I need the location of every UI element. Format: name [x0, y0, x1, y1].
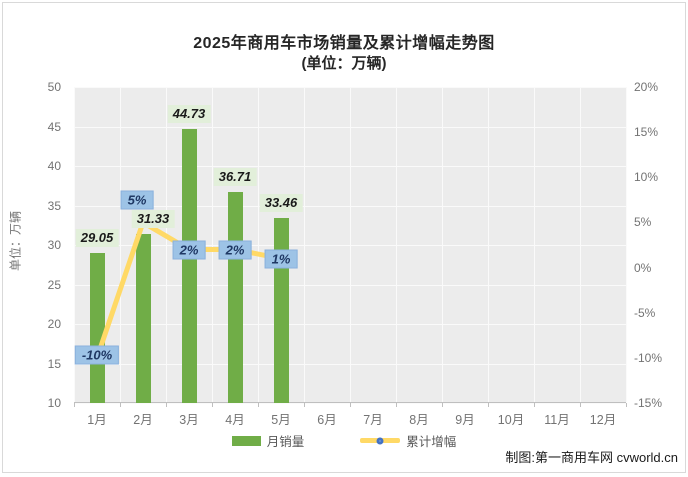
left-axis-tick: 10: [47, 396, 61, 410]
axis-tick: [534, 403, 535, 407]
x-axis-label: 9月: [455, 413, 475, 427]
bar-swatch-icon: [231, 435, 261, 446]
x-axis-label: 12月: [589, 413, 617, 427]
gridline: [580, 87, 581, 402]
axis-tick: [258, 403, 259, 407]
axis-tick: [350, 403, 351, 407]
gridline: [166, 87, 167, 402]
gridline: [488, 87, 489, 402]
x-axis-label: 10月: [497, 413, 525, 427]
gridline: [534, 87, 535, 402]
left-axis-tick: 40: [47, 159, 61, 173]
right-axis-tick: 0%: [634, 260, 652, 275]
axis-tick: [120, 403, 121, 407]
x-axis-label: 2月: [133, 413, 153, 427]
pct-label: 5%: [120, 190, 154, 210]
bar-value-label: 36.71: [213, 167, 257, 186]
bar-value-label: 44.73: [167, 104, 211, 123]
legend: 月销量 累计增幅: [3, 431, 685, 450]
gridline: [212, 87, 213, 402]
right-axis-tick: 10%: [634, 170, 659, 185]
legend-item-line: 累计增幅: [360, 431, 456, 450]
axis-tick: [396, 403, 397, 407]
pct-label: 2%: [218, 240, 252, 259]
pct-label: -10%: [74, 345, 120, 365]
chart-subtitle: (单位：万辆): [301, 55, 387, 72]
axis-tick: [442, 403, 443, 407]
plot-area: 29.05 31.33 44.73 36.71 33.46 -10% 5% 2% 2% 1%: [74, 87, 627, 407]
right-axis-tick: 5%: [634, 215, 652, 230]
line-marker-icon: [360, 436, 401, 446]
gridline: [258, 87, 259, 402]
axis-tick: [488, 403, 489, 407]
pct-label: 2%: [172, 240, 206, 259]
gridline: [626, 87, 627, 402]
watermark: 制图:第一商用车网 cvworld.cn: [505, 450, 678, 465]
right-axis-tick: -15%: [634, 396, 663, 410]
x-axis-label: 7月: [363, 413, 383, 427]
left-axis-tick: 15: [47, 356, 61, 371]
gridline: [350, 87, 351, 402]
axis-tick: [580, 403, 581, 407]
gridline: [304, 87, 305, 402]
bar: [89, 252, 105, 403]
left-axis-tick: 25: [47, 277, 61, 292]
left-axis-tick: 35: [47, 198, 61, 213]
left-axis-tick: 50: [47, 80, 61, 94]
trend-line: [94, 210, 284, 361]
x-axis-label: 6月: [317, 413, 337, 427]
axis-tick: [212, 403, 213, 407]
circle-marker-icon: [376, 437, 384, 444]
x-axis-label: 3月: [179, 413, 199, 427]
axis-tick: [626, 403, 627, 407]
legend-line-label: 累计增幅: [406, 435, 457, 449]
right-axis-tick: -10%: [634, 350, 663, 365]
x-axis-label: 5月: [271, 413, 291, 427]
bar: [135, 234, 151, 403]
x-axis-label: 8月: [409, 413, 429, 427]
left-axis-tick: 20: [47, 317, 61, 331]
right-axis-tick: 20%: [634, 80, 659, 94]
left-axis-tick: 45: [47, 119, 61, 134]
x-axis-label: 1月: [87, 413, 107, 427]
bar: [181, 128, 197, 403]
axis-tick: [74, 403, 75, 407]
x-axis-label: 11月: [544, 413, 570, 427]
right-axis-tick: 15%: [634, 125, 659, 140]
legend-item-bars: 月销量: [231, 431, 305, 450]
gridline: [74, 87, 75, 402]
bar-value-label: 29.05: [75, 228, 119, 247]
gridline: [442, 87, 443, 402]
legend-bar-label: 月销量: [266, 435, 305, 449]
x-axis-label: 4月: [225, 413, 245, 427]
right-axis-tick: -5%: [634, 305, 656, 320]
gridline: [120, 87, 121, 402]
pct-label: 1%: [264, 249, 298, 269]
axis-tick: [166, 403, 167, 407]
gridline: [396, 87, 397, 402]
axis-tick: [304, 403, 305, 407]
bar-value-label: 31.33: [131, 210, 175, 229]
left-axis-tick: 30: [47, 238, 61, 252]
bar-value-label: 33.46: [259, 193, 303, 212]
chart-title: 2025年商用车市场销量及累计增幅走势图: [193, 35, 495, 52]
